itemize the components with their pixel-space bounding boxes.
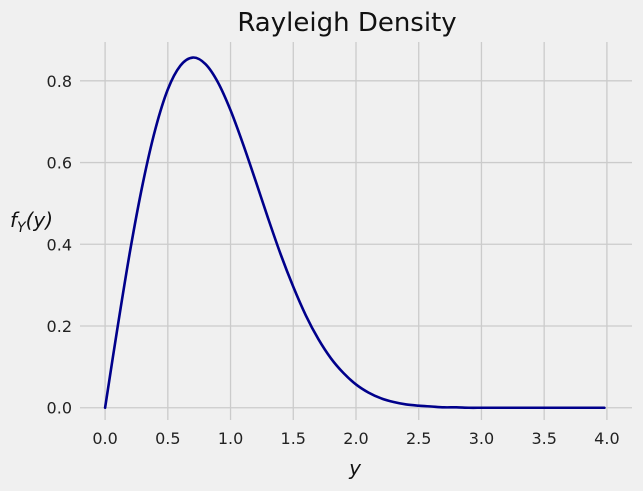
y-axis-label-subscript: Y bbox=[17, 220, 27, 236]
y-axis-label-main: f bbox=[10, 208, 20, 232]
x-tick-label: 0.5 bbox=[155, 429, 180, 448]
y-tick-label: 0.6 bbox=[47, 154, 72, 173]
x-tick-label: 2.0 bbox=[343, 429, 368, 448]
y-tick-label: 0.4 bbox=[47, 235, 72, 254]
vertical-grid bbox=[104, 42, 608, 420]
density-curve bbox=[103, 56, 606, 410]
x-tick-label: 3.0 bbox=[469, 429, 494, 448]
x-axis-label: y bbox=[348, 456, 362, 480]
y-tick-label: 0.0 bbox=[47, 399, 72, 418]
x-tick-label: 2.5 bbox=[406, 429, 431, 448]
x-tick-label: 1.5 bbox=[281, 429, 306, 448]
series-group bbox=[103, 56, 606, 410]
x-tick-label: 3.5 bbox=[531, 429, 556, 448]
chart-title: Rayleigh Density bbox=[237, 8, 456, 38]
y-axis-label: fY(y) bbox=[10, 208, 53, 236]
x-tick-label: 4.0 bbox=[594, 429, 619, 448]
y-axis-label-argument: (y) bbox=[26, 208, 53, 232]
y-tick-label: 0.2 bbox=[47, 317, 72, 336]
x-tick-label: 0.0 bbox=[92, 429, 117, 448]
x-tick-label: 1.0 bbox=[218, 429, 243, 448]
y-tick-labels: 0.0 0.2 0.4 0.6 0.8 bbox=[47, 72, 72, 418]
y-tick-label: 0.8 bbox=[47, 72, 72, 91]
x-tick-labels: 0.0 0.5 1.0 1.5 2.0 2.5 3.0 3.5 4.0 bbox=[92, 429, 619, 448]
